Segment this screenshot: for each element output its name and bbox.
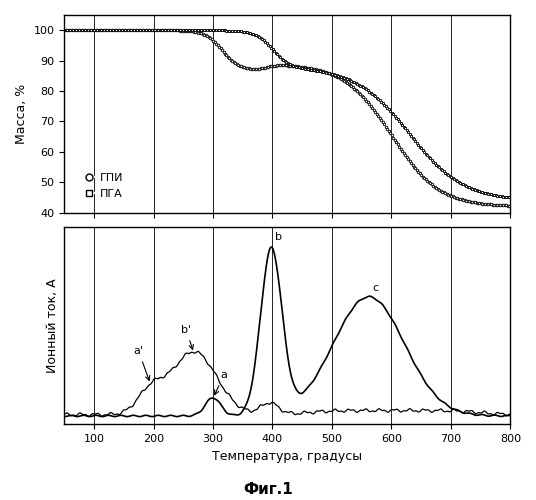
ГПИ	[506, 202, 512, 208]
Text: c: c	[373, 283, 378, 293]
ГПИ	[464, 198, 471, 204]
Y-axis label: Масса, %: Масса, %	[15, 84, 28, 144]
ПГА	[324, 70, 331, 76]
ГПИ	[63, 27, 69, 33]
Line: ПГА: ПГА	[63, 29, 510, 198]
ПГА	[464, 184, 471, 190]
Legend: ГПИ, ПГА: ГПИ, ПГА	[79, 168, 128, 203]
ПГА	[436, 164, 443, 170]
ПГА	[333, 72, 340, 78]
ГПИ	[333, 74, 340, 80]
ПГА	[61, 27, 68, 33]
ГПИ	[324, 70, 331, 76]
Text: a: a	[214, 370, 227, 394]
ПГА	[326, 70, 332, 76]
ПГА	[63, 27, 69, 33]
ГПИ	[436, 186, 443, 192]
Text: a': a'	[133, 346, 150, 380]
Y-axis label: Ионный ток, А: Ионный ток, А	[46, 278, 59, 372]
Text: b': b'	[181, 325, 193, 349]
Line: ГПИ: ГПИ	[63, 29, 510, 207]
X-axis label: Температура, градусы: Температура, градусы	[212, 450, 362, 462]
ГПИ	[326, 70, 332, 76]
ГПИ	[61, 27, 68, 33]
Text: Фиг.1: Фиг.1	[243, 482, 293, 498]
ПГА	[506, 194, 512, 200]
Text: b: b	[276, 232, 282, 242]
